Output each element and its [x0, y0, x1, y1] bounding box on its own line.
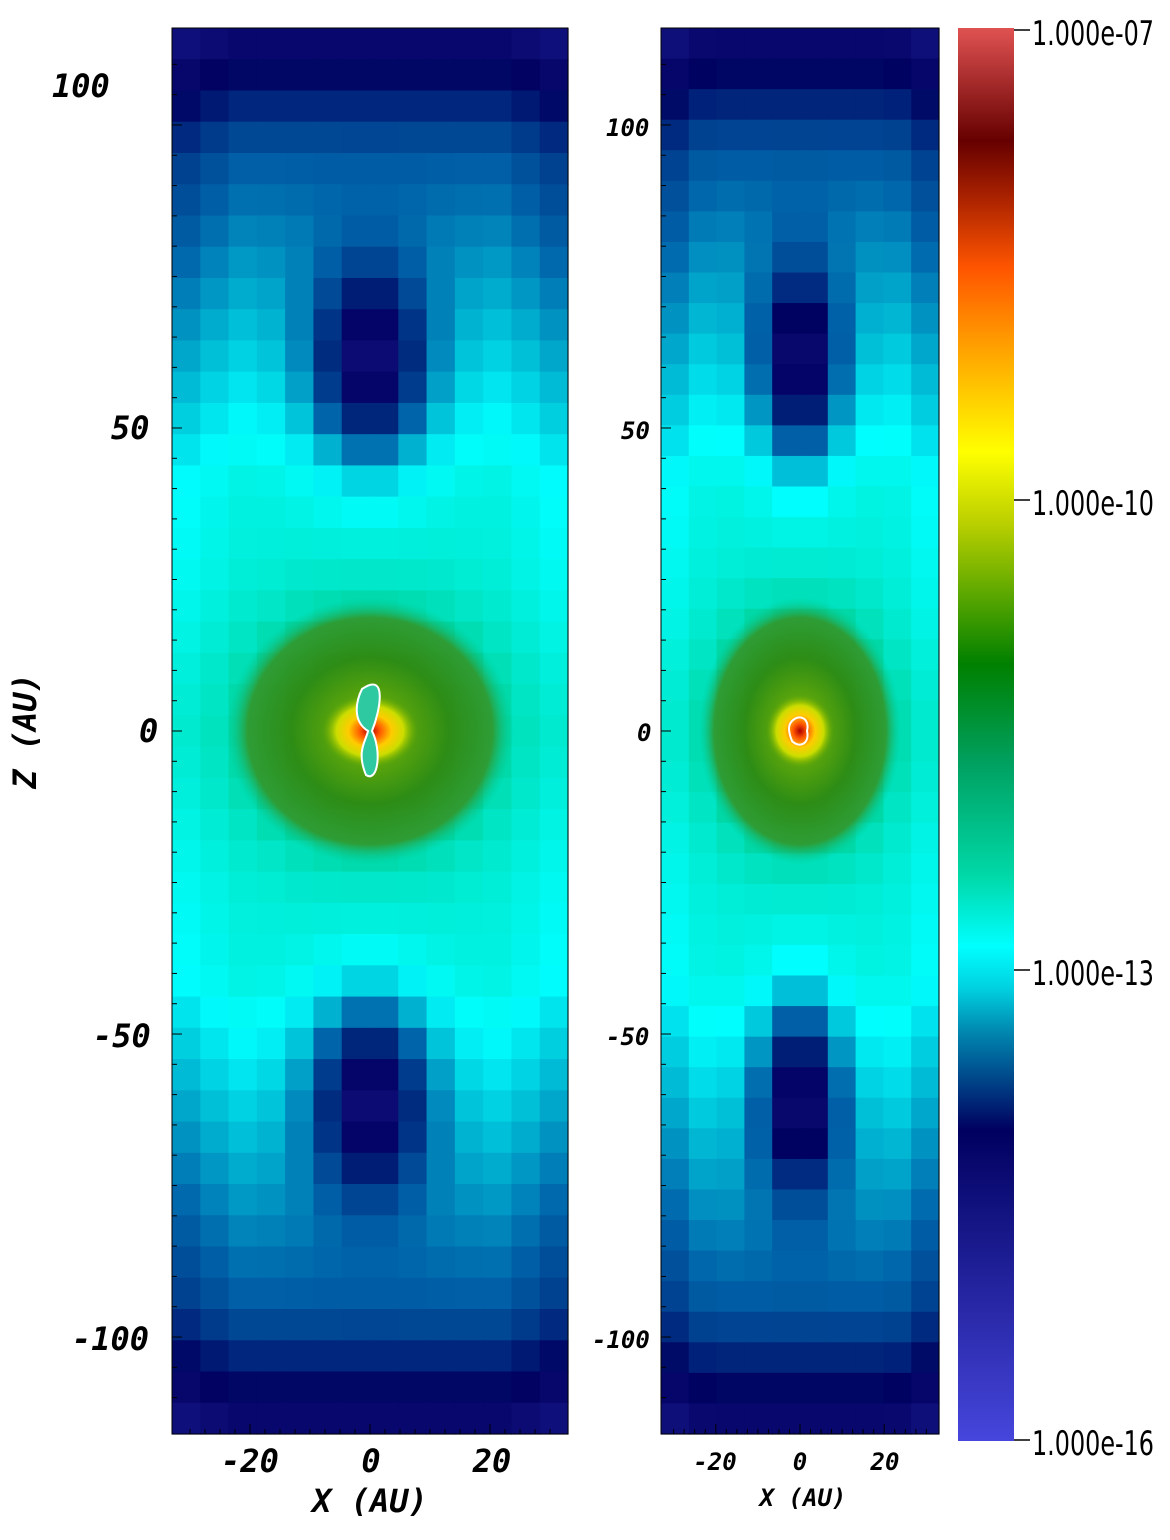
- right-y-tick-label-0: 0: [637, 719, 651, 747]
- right-x-tick-label-minus20: -20: [693, 1448, 736, 1476]
- x-axis-label: X (AU): [309, 1482, 428, 1520]
- right-y-tick-label-minus100: -100: [592, 1326, 650, 1354]
- right-x-tick-label-0: 0: [793, 1448, 807, 1476]
- colorbar-label-1e-13: 1.000e-13: [1032, 954, 1154, 994]
- y-tick-label-100: 100: [52, 67, 110, 105]
- right-y-tick-label-minus50: -50: [606, 1023, 649, 1051]
- colorbar: 1.000e-07 1.000e-10 1.000e-13 1.000e-16: [958, 14, 1154, 1464]
- left-axis-ticks: [172, 63, 551, 1434]
- colorbar-gradient: [958, 28, 1014, 1441]
- right-plot-frame: [660, 27, 940, 1435]
- right-x-tick-label-20: 20: [870, 1448, 900, 1476]
- right-y-tick-label-50: 50: [621, 417, 650, 445]
- y-tick-label-minus50: -50: [93, 1017, 151, 1055]
- right-axis-ticks: [661, 63, 927, 1434]
- right-density-contour: [788, 716, 809, 746]
- y-tick-label-0: 0: [139, 712, 158, 750]
- right-x-axis-label: X (AU): [758, 1484, 847, 1512]
- colorbar-label-1e-16: 1.000e-16: [1032, 1424, 1154, 1464]
- left-heatmap: [172, 28, 569, 1435]
- left-density-panel: 100 50 0 -50 -100 -20 0 20 X (AU) Z (AU): [6, 27, 569, 1520]
- right-y-tick-label-100: 100: [606, 114, 649, 142]
- x-tick-label-0: 0: [361, 1442, 380, 1480]
- right-heatmap: [661, 28, 940, 1435]
- colorbar-label-1e-10: 1.000e-10: [1032, 484, 1154, 524]
- colorbar-label-1e-07: 1.000e-07: [1032, 14, 1154, 54]
- left-density-contour: [355, 683, 381, 778]
- left-plot-frame: [171, 27, 569, 1435]
- right-density-panel: 100 50 0 -50 -100 -20 0 20 X (AU): [592, 27, 940, 1512]
- y-tick-label-50: 50: [111, 409, 150, 447]
- y-tick-label-minus100: -100: [72, 1320, 149, 1358]
- x-tick-label-minus20: -20: [221, 1442, 279, 1480]
- x-tick-label-20: 20: [472, 1442, 512, 1480]
- y-axis-label: Z (AU): [6, 673, 44, 790]
